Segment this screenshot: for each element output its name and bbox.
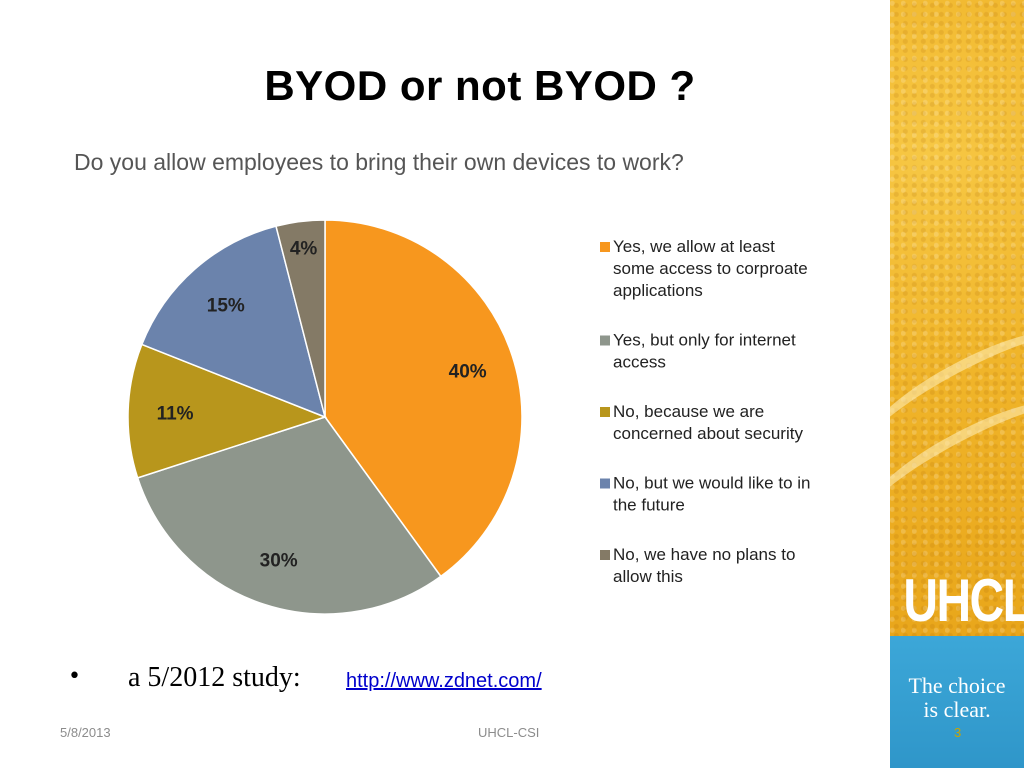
legend-label: concerned about security (613, 424, 803, 443)
footer-page-number: 3 (954, 725, 962, 740)
uhcl-logo: UHCL (903, 567, 1024, 634)
tagline-line-1: The choice (908, 673, 1006, 698)
slice-label: 15% (207, 295, 245, 316)
legend-label: access (613, 353, 666, 372)
pie-slice (127, 343, 328, 479)
bullet-text: a 5/2012 study: (128, 662, 301, 693)
footer-center: UHCL-CSI (478, 725, 540, 740)
pie-slice (275, 219, 326, 418)
bullet-icon: • (68, 664, 81, 689)
legend-label: No, we have no plans to (613, 545, 795, 564)
legend-swatch (600, 242, 610, 252)
legend-label: some access to corproate (613, 259, 808, 278)
legend-label: the future (613, 496, 685, 515)
pie-slice (140, 225, 327, 419)
pie-slices (127, 219, 523, 615)
chart-legend: Yes, we allow at least some access to cor… (600, 237, 811, 586)
footer-date: 5/8/2013 (60, 725, 111, 740)
legend-swatch (600, 335, 610, 346)
tagline-line-2: is clear. (923, 697, 991, 722)
legend-label: Yes, but only for internet (613, 331, 796, 350)
legend-label: Yes, we allow at least (613, 237, 775, 256)
pie-slice (136, 416, 442, 615)
slice-label: 4% (290, 238, 318, 259)
zdnet-link[interactable]: http://www.zdnet.com/ (346, 670, 542, 692)
side-panel: UHCL The choice is clear. (890, 0, 1024, 768)
tagline: The choice is clear. (890, 674, 1024, 722)
legend-swatch (600, 407, 610, 417)
slice-label: 30% (260, 551, 298, 572)
legend-label: No, but we would like to in (613, 474, 811, 493)
legend-label: applications (613, 281, 703, 300)
slice-label: 40% (449, 362, 487, 383)
chart-title: Do you allow employees to bring their ow… (74, 149, 684, 175)
legend-label: No, because we are (613, 402, 764, 421)
legend-swatch (600, 478, 610, 489)
legend-label: allow this (613, 567, 683, 586)
slice-label: 11% (157, 403, 194, 424)
legend-swatch (600, 550, 610, 560)
slide-title: BYOD or not BYOD ? (264, 62, 696, 109)
slice-labels: 40% 30% 11% 15% 4% (157, 238, 487, 571)
tagline-box: The choice is clear. (890, 636, 1024, 768)
pie-slice (324, 219, 523, 578)
pie-chart: Do you allow employees to bring their ow… (74, 149, 811, 615)
